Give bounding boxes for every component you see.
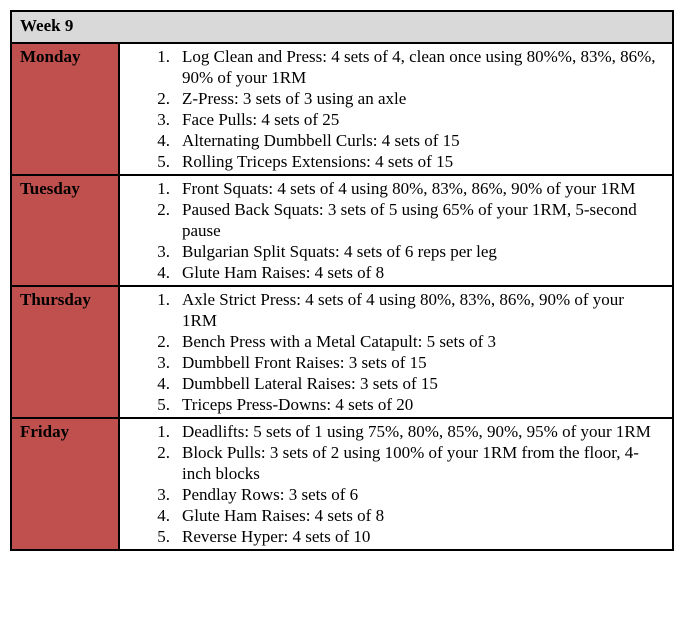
day-row-thursday: Thursday 1. Axle Strict Press: 4 sets of … (12, 287, 672, 419)
day-cell: Friday (12, 419, 120, 549)
exercise-item: 3. Dumbbell Front Raises: 3 sets of 15 (120, 352, 662, 373)
item-number: 3. (157, 353, 170, 372)
item-text: Glute Ham Raises: 4 sets of 8 (182, 506, 385, 525)
day-cell: Tuesday (12, 176, 120, 285)
day-cell: Thursday (12, 287, 120, 417)
item-text: Rolling Triceps Extensions: 4 sets of 15 (182, 152, 454, 171)
item-number: 4. (157, 506, 170, 525)
exercise-item: 2. Block Pulls: 3 sets of 2 using 100% of… (120, 442, 662, 484)
item-text: Dumbbell Front Raises: 3 sets of 15 (182, 353, 427, 372)
exercise-item: 4. Alternating Dumbbell Curls: 4 sets of … (120, 130, 662, 151)
item-text: Log Clean and Press: 4 sets of 4, clean … (182, 47, 656, 87)
item-number: 2. (157, 332, 170, 351)
week-title: Week 9 (20, 16, 74, 35)
item-text: Deadlifts: 5 sets of 1 using 75%, 80%, 8… (182, 422, 651, 441)
item-number: 2. (157, 89, 170, 108)
day-cell: Monday (12, 44, 120, 174)
week-title-cell: Week 9 (12, 12, 672, 44)
exercise-item: 3. Face Pulls: 4 sets of 25 (120, 109, 662, 130)
exercise-item: 5. Rolling Triceps Extensions: 4 sets of … (120, 151, 662, 172)
item-number: 1. (157, 47, 170, 66)
item-text: Bench Press with a Metal Catapult: 5 set… (182, 332, 496, 351)
item-number: 2. (157, 443, 170, 462)
exercise-item: 5. Reverse Hyper: 4 sets of 10 (120, 526, 662, 547)
item-text: Face Pulls: 4 sets of 25 (182, 110, 340, 129)
exercise-list: 1. Front Squats: 4 sets of 4 using 80%, 8… (120, 178, 662, 283)
exercise-item: 5. Triceps Press-Downs: 4 sets of 20 (120, 394, 662, 415)
exercise-list-cell: 1. Deadlifts: 5 sets of 1 using 75%, 80%,… (120, 419, 672, 549)
exercise-item: 2. Bench Press with a Metal Catapult: 5 s… (120, 331, 662, 352)
item-text: Paused Back Squats: 3 sets of 5 using 65… (182, 200, 637, 240)
item-number: 3. (157, 242, 170, 261)
day-label: Friday (20, 422, 70, 441)
item-text: Reverse Hyper: 4 sets of 10 (182, 527, 371, 546)
exercise-item: 1. Axle Strict Press: 4 sets of 4 using 8… (120, 289, 662, 331)
item-number: 5. (157, 395, 170, 414)
item-number: 5. (157, 152, 170, 171)
item-number: 3. (157, 110, 170, 129)
exercise-list: 1. Log Clean and Press: 4 sets of 4, clea… (120, 46, 662, 172)
day-row-monday: Monday 1. Log Clean and Press: 4 sets of … (12, 44, 672, 176)
exercise-list-cell: 1. Log Clean and Press: 4 sets of 4, clea… (120, 44, 672, 174)
exercise-item: 3. Bulgarian Split Squats: 4 sets of 6 re… (120, 241, 662, 262)
exercise-list-cell: 1. Front Squats: 4 sets of 4 using 80%, 8… (120, 176, 672, 285)
item-number: 2. (157, 200, 170, 219)
item-text: Block Pulls: 3 sets of 2 using 100% of y… (182, 443, 639, 483)
item-text: Front Squats: 4 sets of 4 using 80%, 83%… (182, 179, 636, 198)
day-label: Thursday (20, 290, 91, 309)
exercise-item: 4. Glute Ham Raises: 4 sets of 8 (120, 505, 662, 526)
day-row-tuesday: Tuesday 1. Front Squats: 4 sets of 4 usin… (12, 176, 672, 287)
workout-table: Week 9 Monday 1. Log Clean and Press: 4 s… (10, 10, 674, 551)
item-text: Axle Strict Press: 4 sets of 4 using 80%… (182, 290, 624, 330)
exercise-item: 2. Paused Back Squats: 3 sets of 5 using … (120, 199, 662, 241)
item-text: Pendlay Rows: 3 sets of 6 (182, 485, 359, 504)
exercise-item: 1. Deadlifts: 5 sets of 1 using 75%, 80%,… (120, 421, 662, 442)
item-number: 1. (157, 290, 170, 309)
item-number: 4. (157, 374, 170, 393)
exercise-item: 1. Front Squats: 4 sets of 4 using 80%, 8… (120, 178, 662, 199)
day-label: Tuesday (20, 179, 80, 198)
exercise-list-cell: 1. Axle Strict Press: 4 sets of 4 using 8… (120, 287, 672, 417)
exercise-item: 4. Glute Ham Raises: 4 sets of 8 (120, 262, 662, 283)
item-number: 1. (157, 179, 170, 198)
item-text: Glute Ham Raises: 4 sets of 8 (182, 263, 385, 282)
exercise-item: 2. Z-Press: 3 sets of 3 using an axle (120, 88, 662, 109)
item-text: Triceps Press-Downs: 4 sets of 20 (182, 395, 414, 414)
item-text: Z-Press: 3 sets of 3 using an axle (182, 89, 407, 108)
exercise-item: 1. Log Clean and Press: 4 sets of 4, clea… (120, 46, 662, 88)
item-number: 4. (157, 263, 170, 282)
day-label: Monday (20, 47, 81, 66)
item-text: Alternating Dumbbell Curls: 4 sets of 15 (182, 131, 460, 150)
day-row-friday: Friday 1. Deadlifts: 5 sets of 1 using 75… (12, 419, 672, 549)
item-text: Bulgarian Split Squats: 4 sets of 6 reps… (182, 242, 497, 261)
item-number: 4. (157, 131, 170, 150)
item-number: 1. (157, 422, 170, 441)
exercise-list: 1. Deadlifts: 5 sets of 1 using 75%, 80%,… (120, 421, 662, 547)
exercise-list: 1. Axle Strict Press: 4 sets of 4 using 8… (120, 289, 662, 415)
exercise-item: 4. Dumbbell Lateral Raises: 3 sets of 15 (120, 373, 662, 394)
exercise-item: 3. Pendlay Rows: 3 sets of 6 (120, 484, 662, 505)
item-number: 5. (157, 527, 170, 546)
item-text: Dumbbell Lateral Raises: 3 sets of 15 (182, 374, 438, 393)
item-number: 3. (157, 485, 170, 504)
